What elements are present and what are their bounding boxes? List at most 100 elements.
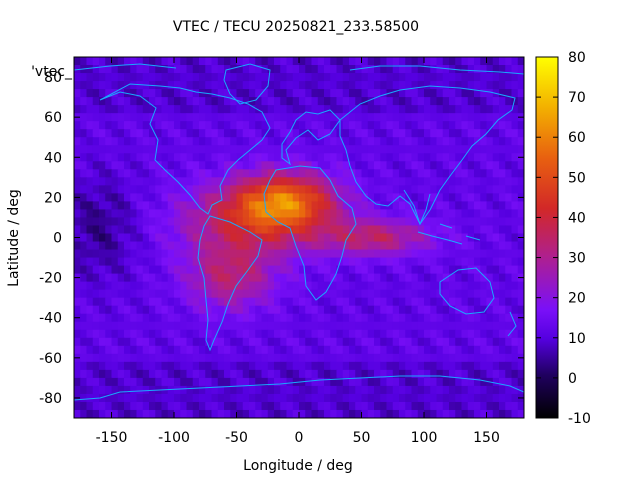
heatmap-cell <box>99 193 106 202</box>
heatmap-cell <box>405 313 413 323</box>
heatmap-cell <box>224 297 231 307</box>
heatmap-cell <box>355 177 363 186</box>
heatmap-cell <box>130 129 138 138</box>
heatmap-cell <box>367 105 375 114</box>
heatmap-cell <box>436 313 444 323</box>
heatmap-cell <box>242 401 250 411</box>
heatmap-cell <box>386 233 394 243</box>
heatmap-cell <box>499 73 506 82</box>
heatmap-cell <box>280 233 288 243</box>
heatmap-cell <box>405 201 413 211</box>
heatmap-cell <box>192 281 200 291</box>
heatmap-cell <box>411 385 419 395</box>
heatmap-cell <box>167 225 175 235</box>
heatmap-cell <box>205 97 213 106</box>
heatmap-cell <box>230 321 238 331</box>
heatmap-cell <box>105 353 113 363</box>
heatmap-cell <box>336 401 344 411</box>
coastline-north-america <box>99 83 271 215</box>
heatmap-cell <box>342 337 350 347</box>
heatmap-cell <box>192 265 200 275</box>
heatmap-cell <box>111 329 119 339</box>
colorbar <box>535 56 559 419</box>
heatmap-cell <box>436 193 444 202</box>
heatmap-cell <box>130 233 138 243</box>
heatmap-cell <box>255 97 263 106</box>
heatmap-cell <box>299 153 306 162</box>
heatmap-cell <box>99 217 106 227</box>
heatmap-cell <box>317 209 325 219</box>
heatmap-cell <box>374 65 381 74</box>
heatmap-cell <box>386 409 394 418</box>
heatmap-cell <box>105 249 113 259</box>
heatmap-cell <box>130 137 138 146</box>
heatmap-cell <box>99 105 106 114</box>
heatmap-cell <box>130 313 138 323</box>
heatmap-cell <box>455 257 463 267</box>
heatmap-cell <box>399 113 406 122</box>
heatmap-cell <box>349 177 356 186</box>
heatmap-cell <box>205 257 213 267</box>
heatmap-cell <box>130 289 138 299</box>
heatmap-cell <box>205 297 213 307</box>
heatmap-cell <box>399 129 406 138</box>
heatmap-cell <box>80 249 88 259</box>
heatmap-cell <box>205 129 213 138</box>
heatmap-cell <box>230 145 238 154</box>
heatmap-cell <box>342 97 350 106</box>
heatmap-cell <box>249 113 256 122</box>
heatmap-cell <box>292 249 300 259</box>
heatmap-cell <box>261 145 269 154</box>
heatmap-cell <box>461 297 469 307</box>
heatmap-cell <box>392 241 400 251</box>
heatmap-cell <box>249 329 256 339</box>
heatmap-cell <box>386 369 394 379</box>
heatmap-cell <box>392 145 400 154</box>
heatmap-cell <box>455 153 463 162</box>
heatmap-cell <box>461 169 469 178</box>
heatmap-cell <box>136 113 144 122</box>
heatmap-cell <box>430 409 438 418</box>
heatmap-cell <box>211 201 219 211</box>
heatmap-cell <box>461 401 469 411</box>
heatmap-cell <box>199 361 206 371</box>
heatmap-cell <box>311 401 319 411</box>
heatmap-cell <box>167 329 175 339</box>
heatmap-cell <box>111 305 119 315</box>
heatmap-cell <box>392 313 400 323</box>
heatmap-cell <box>167 273 175 283</box>
heatmap-cell <box>217 145 225 154</box>
heatmap-cell <box>136 105 144 114</box>
heatmap-cell <box>286 137 294 146</box>
heatmap-cell <box>155 313 163 323</box>
heatmap-cell <box>236 297 244 307</box>
heatmap-cell <box>161 129 169 138</box>
heatmap-cell <box>142 241 150 251</box>
heatmap-cell <box>149 201 156 211</box>
heatmap-cell <box>392 345 400 355</box>
heatmap-cell <box>317 217 325 227</box>
heatmap-cell <box>411 137 419 146</box>
heatmap-cell <box>261 161 269 170</box>
heatmap-cell <box>136 393 144 403</box>
heatmap-cell <box>280 169 288 178</box>
heatmap-cell <box>311 185 319 194</box>
heatmap-cell <box>380 401 388 411</box>
heatmap-cell <box>405 153 413 162</box>
heatmap-cell <box>467 137 475 146</box>
heatmap-cell <box>374 209 381 219</box>
heatmap-cell <box>511 401 519 411</box>
heatmap-cell <box>124 217 131 227</box>
heatmap-cell <box>361 321 369 331</box>
heatmap-cell <box>142 289 150 299</box>
heatmap-cell <box>142 281 150 291</box>
heatmap-cell <box>205 345 213 355</box>
heatmap-cell <box>317 289 325 299</box>
heatmap-cell <box>417 329 425 339</box>
heatmap-cell <box>511 385 519 395</box>
heatmap-cell <box>224 225 231 235</box>
heatmap-cell <box>349 137 356 146</box>
heatmap-cell <box>142 73 150 82</box>
heatmap-cell <box>392 401 400 411</box>
heatmap-cell <box>311 129 319 138</box>
